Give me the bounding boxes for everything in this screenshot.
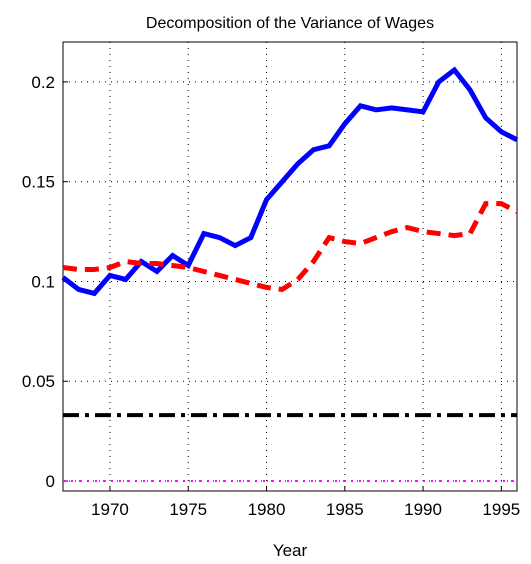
x-axis-label: Year xyxy=(273,541,308,560)
plot-frame xyxy=(62,41,518,492)
x-tick-label: 1980 xyxy=(248,500,286,519)
y-tick-label: 0 xyxy=(46,472,55,491)
y-tick-label: 0.15 xyxy=(22,173,55,192)
chart-title: Decomposition of the Variance of Wages xyxy=(146,15,434,32)
y-tick-label: 0.1 xyxy=(31,272,55,291)
x-tick-label: 1970 xyxy=(91,500,129,519)
x-tick-label: 1985 xyxy=(326,500,364,519)
y-tick-label: 0.05 xyxy=(22,372,55,391)
series-line xyxy=(62,201,519,293)
y-tick-label: 0.2 xyxy=(31,73,55,92)
x-tick-label: 1990 xyxy=(404,500,442,519)
x-tick-label: 1975 xyxy=(169,500,207,519)
x-tick-label: 1995 xyxy=(482,500,520,519)
